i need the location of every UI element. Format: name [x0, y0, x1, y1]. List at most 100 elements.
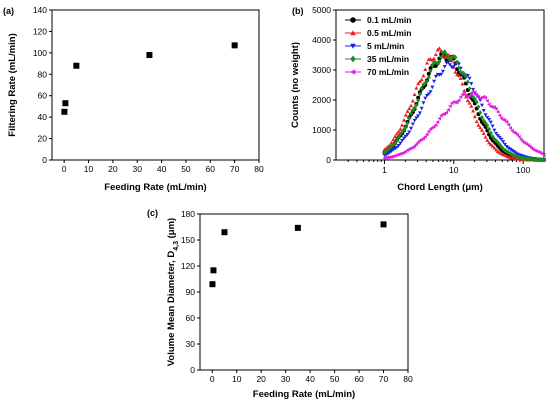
x-tick-label: 80 [403, 374, 413, 384]
x-axis-title-c: Feeding Rate (mL/min) [253, 389, 355, 400]
y-tick-label: 120 [181, 261, 195, 271]
y-tick-label: 140 [33, 5, 47, 15]
data-point [405, 109, 410, 113]
y-tick-label: 1000 [312, 125, 331, 135]
data-point [414, 116, 419, 121]
data-point [407, 130, 412, 135]
data-point [417, 111, 422, 116]
y-tick-label: 3000 [312, 65, 331, 75]
x-axis-b: 1 10 100 [347, 160, 530, 175]
x-tick-label: 20 [256, 374, 266, 384]
y-axis-title-b: Counts (no weight) [290, 42, 301, 128]
y-tick-label: 30 [186, 339, 196, 349]
x-tick-label: 80 [254, 164, 264, 174]
data-point [386, 155, 390, 160]
data-point [485, 115, 490, 120]
data-point [435, 120, 440, 125]
data-point [393, 134, 398, 139]
data-point [494, 147, 499, 152]
data-point [430, 62, 435, 68]
data-point [488, 142, 493, 147]
data-point [409, 126, 414, 131]
legend-item: 35 mL/min [345, 54, 409, 64]
data-point [396, 144, 401, 148]
legend-marker-3 [345, 55, 361, 63]
data-point [73, 62, 80, 69]
data-point [494, 138, 499, 144]
series-3 [382, 49, 546, 163]
plot-frame-a [51, 9, 260, 161]
data-point [481, 118, 486, 124]
y-tick-label: 60 [186, 313, 196, 323]
y-tick-label: 90 [186, 287, 196, 297]
data-point [384, 155, 388, 160]
data-point [423, 134, 427, 139]
plot-frame-b [335, 9, 545, 161]
data-point [522, 156, 527, 161]
legend-symbol [350, 17, 356, 23]
data-point [426, 92, 431, 97]
data-point [465, 98, 470, 103]
legend-symbol [350, 69, 356, 75]
data-point [448, 63, 453, 67]
y-tick-label: 180 [181, 209, 195, 219]
data-point [425, 93, 430, 98]
x-tick-label: 10 [232, 374, 242, 384]
y-axis-title-c-subscript: 4,3 [173, 241, 180, 251]
data-point [485, 123, 490, 128]
data-point [405, 132, 410, 137]
data-point [508, 147, 513, 152]
data-point [472, 114, 477, 119]
plot-frame-c [199, 213, 409, 371]
data-point [423, 96, 428, 101]
data-point [412, 144, 417, 149]
data-point [474, 99, 479, 105]
data-point [495, 109, 500, 114]
data-point [481, 131, 486, 135]
data-point [503, 142, 508, 147]
data-point [446, 60, 451, 65]
data-point [394, 131, 399, 136]
data-point [469, 82, 474, 86]
data-point [391, 137, 396, 142]
data-point [421, 101, 426, 105]
legend-label-2: 5 mL/min [367, 41, 404, 51]
data-point [458, 94, 463, 99]
data-point [209, 281, 216, 288]
data-points-a [61, 42, 238, 115]
data-point [518, 137, 523, 142]
legend-symbol [350, 55, 356, 63]
data-point [433, 52, 438, 57]
data-point [510, 152, 515, 157]
data-point [444, 52, 449, 57]
x-tick-label: 60 [354, 374, 364, 384]
data-point [416, 114, 421, 118]
data-point [414, 102, 419, 108]
data-point [400, 139, 405, 143]
y-tick-label: 2000 [312, 95, 331, 105]
data-point [400, 123, 405, 127]
data-point [488, 130, 493, 136]
data-point [405, 120, 410, 126]
data-point [487, 140, 492, 145]
data-point [221, 229, 228, 236]
data-point [490, 105, 495, 110]
data-point [476, 123, 481, 127]
data-point [451, 65, 456, 69]
y-axis-a: 0 20 40 60 80 100 120 140 [33, 5, 52, 165]
data-point [467, 86, 472, 92]
data-point [467, 93, 472, 98]
y-tick-label: 150 [181, 235, 195, 245]
data-point [497, 135, 502, 140]
data-point [515, 132, 520, 137]
data-point [407, 106, 412, 111]
y-tick-label: 0 [326, 155, 331, 165]
data-point [433, 122, 438, 127]
data-point [527, 144, 532, 149]
x-tick-label: 70 [379, 374, 389, 384]
y-tick-label: 20 [38, 134, 48, 144]
data-points-b [382, 46, 546, 163]
data-point [474, 92, 479, 97]
data-point [435, 60, 440, 66]
data-point [487, 102, 491, 107]
